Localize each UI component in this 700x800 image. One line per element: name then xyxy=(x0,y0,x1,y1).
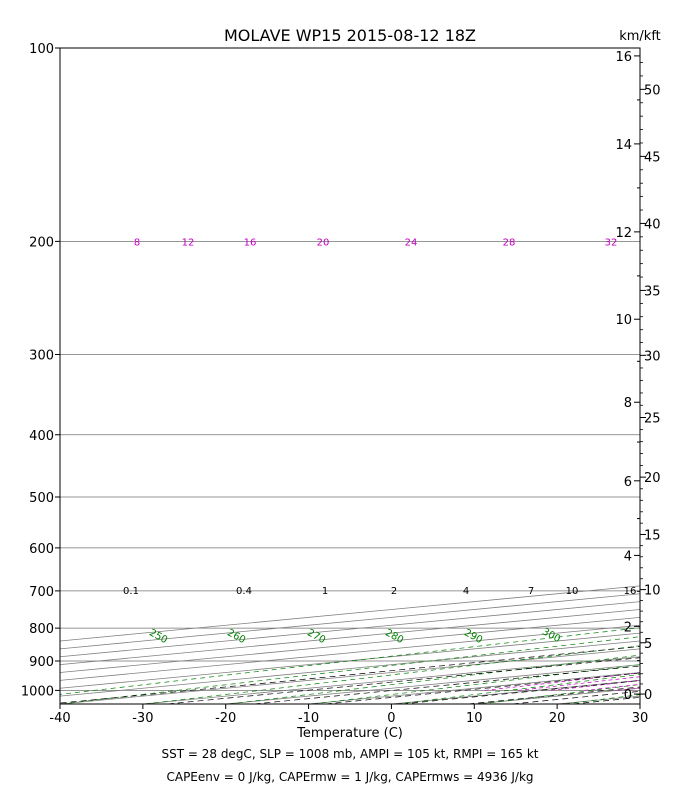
km-axis-tick-label: 16 xyxy=(615,50,632,65)
km-axis-tick-label: 14 xyxy=(615,138,632,153)
pressure-axis-tick-label: 800 xyxy=(29,622,54,637)
chart-title: MOLAVE WP15 2015-08-12 18Z xyxy=(224,26,476,45)
kft-axis-tick-label: 20 xyxy=(644,471,661,486)
mixing-ratio-label: 2 xyxy=(391,586,397,597)
dry-adiabat-label: 270 xyxy=(305,627,327,646)
moist-adiabat-line xyxy=(684,241,700,690)
moist-adiabat-label: 12 xyxy=(182,237,195,248)
kft-axis-tick-label: 15 xyxy=(644,528,661,543)
footer-line-2: CAPEenv = 0 J/kg, CAPErmw = 1 J/kg, CAPE… xyxy=(166,770,533,784)
dry-adiabat-line xyxy=(144,645,640,704)
mixing-ratio-label: 7 xyxy=(528,586,534,597)
moist-adiabat-label: 20 xyxy=(317,237,330,248)
pressure-axis-tick-label: 500 xyxy=(29,491,54,506)
km-axis-tick-label: 0 xyxy=(624,688,632,703)
dry-adiabat-label: 260 xyxy=(225,627,247,646)
isotherm-line xyxy=(639,703,640,704)
dry-adiabat-line xyxy=(396,674,640,704)
mixing-ratio-line xyxy=(60,646,640,704)
km-axis-tick-label: 2 xyxy=(624,620,632,635)
x-axis-tick-label: -10 xyxy=(298,711,319,726)
km-axis-tick-label: 4 xyxy=(624,549,632,564)
kft-axis-tick-label: 5 xyxy=(644,637,652,652)
moist-adiabat-label: 24 xyxy=(405,237,418,248)
pressure-axis-tick-label: 400 xyxy=(29,429,54,444)
dry-adiabat-label: 290 xyxy=(462,627,484,646)
isotherm-line xyxy=(60,648,640,704)
pressure-axis-tick-label: 700 xyxy=(29,585,54,600)
isotherm-line xyxy=(60,585,640,642)
mixing-ratio-label: 16 xyxy=(624,586,637,597)
moist-adiabat-line xyxy=(584,683,640,691)
dry-adiabat-label: 250 xyxy=(147,627,169,646)
moist-adiabat-line xyxy=(484,672,640,691)
moist-adiabat-line xyxy=(518,676,640,691)
mixing-ratio-line xyxy=(468,686,640,704)
footer-line-1: SST = 28 degC, SLP = 1008 mb, AMPI = 105… xyxy=(161,747,538,761)
dry-adiabat-line xyxy=(564,694,640,704)
dry-adiabat-line xyxy=(60,636,640,704)
isotherm-line xyxy=(60,593,640,650)
kft-axis-tick-label: 25 xyxy=(644,411,661,426)
pressure-axis-tick-label: 100 xyxy=(29,42,54,57)
moist-adiabat-label: 8 xyxy=(134,237,140,248)
mixing-ratio-label: 10 xyxy=(566,586,579,597)
isotherm-line xyxy=(391,679,640,704)
moist-adiabat-label: 16 xyxy=(244,237,257,248)
dry-adiabat-line xyxy=(649,48,700,704)
km-axis-tick-label: 8 xyxy=(624,396,632,411)
kft-axis-tick-label: 35 xyxy=(644,284,661,299)
isotherm-line xyxy=(308,672,640,704)
plot-frame xyxy=(59,47,641,705)
kft-axis-tick-label: 30 xyxy=(644,349,661,364)
mixing-ratio-label: 0.4 xyxy=(236,586,252,597)
isotherm-line xyxy=(60,601,640,658)
kft-axis-tick-label: 0 xyxy=(644,688,652,703)
mixing-ratio-label: 0.1 xyxy=(123,586,139,597)
kft-axis-tick-label: 10 xyxy=(644,584,661,599)
x-axis-tick-label: 10 xyxy=(466,711,483,726)
kft-axis-tick-label: 40 xyxy=(644,217,661,232)
pressure-axis-tick-label: 900 xyxy=(29,655,54,670)
x-axis-tick-label: -40 xyxy=(49,711,70,726)
x-axis-tick-label: -20 xyxy=(215,711,236,726)
moist-adiabat-label: 32 xyxy=(605,237,618,248)
x-axis-tick-label: 0 xyxy=(387,711,395,726)
x-axis-title: Temperature (C) xyxy=(296,726,403,741)
x-axis-tick-label: -30 xyxy=(132,711,153,726)
pressure-axis-tick-label: 200 xyxy=(29,235,54,250)
pressure-axis-tick-label: 1000 xyxy=(21,684,54,699)
kft-axis-tick-label: 50 xyxy=(644,83,661,98)
mixing-ratio-label: 4 xyxy=(463,586,469,597)
mixing-ratio-line xyxy=(512,690,640,704)
km-axis-tick-label: 10 xyxy=(615,313,632,328)
moist-adiabat-line xyxy=(651,241,700,690)
kft-axis-tick-label: 45 xyxy=(644,150,661,165)
mixing-ratio-line xyxy=(254,665,640,704)
km-axis-tick-label: 12 xyxy=(615,226,632,241)
mixing-ratio-label: 1 xyxy=(322,586,328,597)
dry-adiabat-line xyxy=(60,627,640,695)
mixing-ratio-line xyxy=(167,657,640,704)
x-axis-tick-label: 20 xyxy=(549,711,566,726)
x-axis-tick-label: 30 xyxy=(632,711,649,726)
pressure-axis-tick-label: 600 xyxy=(29,542,54,557)
dry-adiabat-label: 280 xyxy=(383,627,405,646)
right-axis-unit-label: km/kft xyxy=(619,29,661,44)
moist-adiabat-label: 28 xyxy=(503,237,516,248)
pressure-axis-tick-label: 300 xyxy=(29,348,54,363)
km-axis-tick-label: 6 xyxy=(624,475,632,490)
mixing-ratio-line xyxy=(402,680,640,704)
isotherm-line xyxy=(474,687,640,704)
dry-adiabat-line xyxy=(312,664,640,704)
mixing-ratio-line xyxy=(325,672,640,704)
